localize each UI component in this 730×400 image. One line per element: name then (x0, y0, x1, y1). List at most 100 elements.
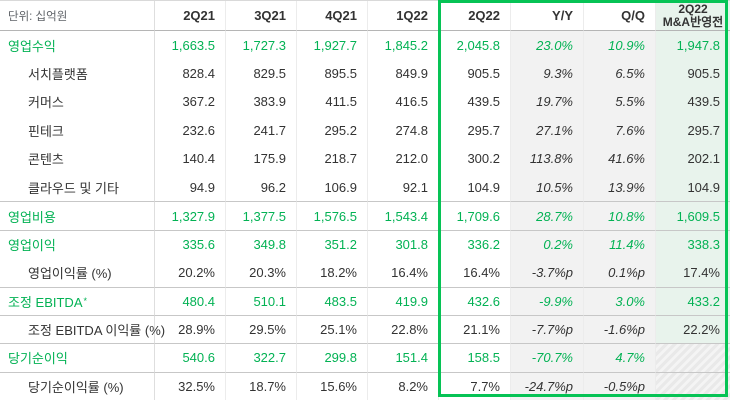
value-cell: 1,609.5 (656, 201, 730, 230)
value-cell: 21.1% (439, 314, 511, 344)
value-cell: 419.9 (368, 286, 439, 315)
value-cell: 8.2% (368, 371, 439, 400)
value-cell: 1,845.2 (368, 31, 439, 60)
value-cell: 212.0 (368, 144, 439, 173)
value-cell: 300.2 (439, 144, 511, 173)
value-cell: -3.7%p (511, 258, 584, 287)
value-cell: 20.2% (155, 258, 226, 287)
value-cell: 295.7 (439, 116, 511, 145)
value-cell: 336.2 (439, 229, 511, 259)
value-cell: 411.5 (297, 87, 368, 117)
value-cell: 480.4 (155, 286, 226, 315)
value-cell: 1,927.7 (297, 31, 368, 60)
row-label: 영업비용 (0, 201, 155, 230)
value-cell: 241.7 (226, 116, 297, 145)
value-cell: 158.5 (439, 343, 511, 372)
value-cell: 6.5% (584, 59, 656, 88)
value-cell: 338.3 (656, 229, 730, 259)
value-cell: 20.3% (226, 258, 297, 287)
value-cell: 104.9 (656, 172, 730, 202)
value-cell: 218.7 (297, 144, 368, 173)
value-cell: 274.8 (368, 116, 439, 145)
value-cell: 5.5% (584, 87, 656, 117)
value-cell: 25.1% (297, 314, 368, 344)
value-cell: 151.4 (368, 343, 439, 372)
value-cell: -0.5%p (584, 371, 656, 400)
value-cell: 106.9 (297, 172, 368, 202)
value-cell: 433.2 (656, 286, 730, 315)
row-label: 당기순이익률 (%) (0, 371, 155, 400)
value-cell: 17.4% (656, 258, 730, 287)
value-cell: 28.9% (155, 314, 226, 344)
value-cell: -7.7%p (511, 314, 584, 344)
column-header-qq: Q/Q (584, 1, 656, 31)
column-header-yy: Y/Y (511, 1, 584, 31)
value-cell: 113.8% (511, 144, 584, 173)
value-cell: 96.2 (226, 172, 297, 202)
row-label: 조정 EBITDA * (0, 286, 155, 315)
value-cell: 849.9 (368, 59, 439, 88)
column-header-1q22: 1Q22 (368, 1, 439, 31)
value-cell: 335.6 (155, 229, 226, 259)
value-cell: 895.5 (297, 59, 368, 88)
value-cell: 202.1 (656, 144, 730, 173)
value-cell: 510.1 (226, 286, 297, 315)
value-cell: 1,727.3 (226, 31, 297, 60)
value-cell: 29.5% (226, 314, 297, 344)
value-cell: 11.4% (584, 229, 656, 259)
mna-header-line1: 2Q22 (678, 1, 708, 16)
value-cell: 351.2 (297, 229, 368, 259)
value-cell: 439.5 (656, 87, 730, 117)
value-cell: 828.4 (155, 59, 226, 88)
value-cell: 367.2 (155, 87, 226, 117)
value-cell: 1,576.5 (297, 201, 368, 230)
value-cell: 22.2% (656, 314, 730, 344)
row-label: 영업이익 (0, 229, 155, 259)
value-cell: 322.7 (226, 343, 297, 372)
value-cell: 18.7% (226, 371, 297, 400)
row-label: 콘텐츠 (0, 144, 155, 173)
value-cell: 1,709.6 (439, 201, 511, 230)
column-header-2q22-mna: 2Q22 M&A반영전 (656, 1, 730, 31)
row-label: 클라우드 및 기타 (0, 172, 155, 202)
column-header-2q21: 2Q21 (155, 1, 226, 31)
value-cell: 10.9% (584, 31, 656, 60)
value-cell: 295.7 (656, 116, 730, 145)
value-cell (656, 371, 730, 400)
column-header-3q21: 3Q21 (226, 1, 297, 31)
value-cell: 295.2 (297, 116, 368, 145)
value-cell: 23.0% (511, 31, 584, 60)
row-label: 영업이익률 (%) (0, 258, 155, 287)
value-cell: 439.5 (439, 87, 511, 117)
value-cell: 0.1%p (584, 258, 656, 287)
value-cell (656, 343, 730, 372)
value-cell: 232.6 (155, 116, 226, 145)
value-cell: 18.2% (297, 258, 368, 287)
value-cell: 41.6% (584, 144, 656, 173)
value-cell: 13.9% (584, 172, 656, 202)
value-cell: 7.7% (439, 371, 511, 400)
value-cell: 4.7% (584, 343, 656, 372)
row-label: 커머스 (0, 87, 155, 117)
value-cell: 905.5 (439, 59, 511, 88)
value-cell: 94.9 (155, 172, 226, 202)
value-cell: 0.2% (511, 229, 584, 259)
value-cell: 349.8 (226, 229, 297, 259)
value-cell: 905.5 (656, 59, 730, 88)
value-cell: 10.8% (584, 201, 656, 230)
mna-header-line2: M&A반영전 (662, 14, 724, 29)
value-cell: 28.7% (511, 201, 584, 230)
row-label: 핀테크 (0, 116, 155, 145)
value-cell: 15.6% (297, 371, 368, 400)
column-header-4q21: 4Q21 (297, 1, 368, 31)
value-cell: -24.7%p (511, 371, 584, 400)
value-cell: 140.4 (155, 144, 226, 173)
value-cell: 301.8 (368, 229, 439, 259)
value-cell: 1,947.8 (656, 31, 730, 60)
value-cell: 9.3% (511, 59, 584, 88)
value-cell: -9.9% (511, 286, 584, 315)
value-cell: 3.0% (584, 286, 656, 315)
value-cell: 10.5% (511, 172, 584, 202)
value-cell: 1,327.9 (155, 201, 226, 230)
value-cell: 7.6% (584, 116, 656, 145)
